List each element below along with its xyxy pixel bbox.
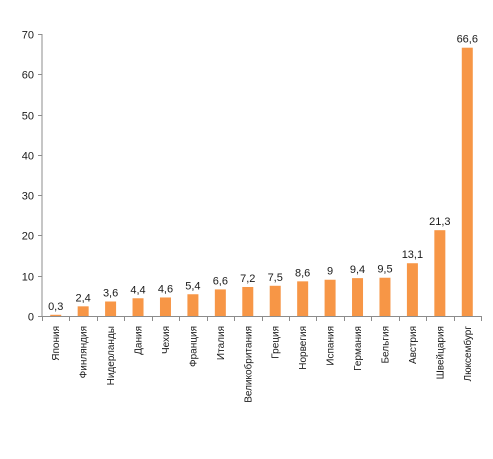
y-tick-label: 10 xyxy=(22,272,34,284)
category-label: Германия xyxy=(353,326,364,371)
bar xyxy=(159,297,171,316)
data-label: 2,4 xyxy=(76,292,91,304)
bar xyxy=(187,294,199,316)
bar xyxy=(77,306,89,316)
category-label: Нидерланды xyxy=(106,326,117,385)
bar xyxy=(379,277,391,316)
bar xyxy=(406,263,418,316)
bar xyxy=(214,289,226,316)
x-axis xyxy=(42,316,482,321)
y-tick-label: 60 xyxy=(22,70,34,82)
category-labels: Япония Финляндия Нидерланды Дания Чехия Франц… xyxy=(51,326,474,403)
bar xyxy=(105,301,117,316)
y-tick-label: 70 xyxy=(22,30,34,42)
bar xyxy=(352,278,364,316)
bar xyxy=(269,285,281,316)
data-label: 21,3 xyxy=(429,216,450,228)
y-tick-label: 20 xyxy=(22,231,34,243)
category-label: Люксембург xyxy=(462,326,474,382)
category-label: Испания xyxy=(326,326,337,366)
data-label: 4,6 xyxy=(158,283,173,295)
data-label: 8,6 xyxy=(295,267,310,279)
category-label: Бельгия xyxy=(380,326,391,364)
data-label: 66,6 xyxy=(457,34,478,46)
category-label: Чехия xyxy=(161,326,172,354)
data-label: 7,5 xyxy=(268,272,283,284)
bar xyxy=(132,298,144,316)
bars xyxy=(50,47,473,316)
bar xyxy=(324,279,336,316)
data-label: 0,3 xyxy=(48,301,63,313)
category-label: Франция xyxy=(188,326,199,367)
category-label: Австрия xyxy=(408,326,419,364)
data-label: 7,2 xyxy=(240,273,255,285)
category-label: Греция xyxy=(271,326,282,359)
bar xyxy=(242,286,254,316)
category-label: Великобритания xyxy=(242,326,254,403)
data-label: 9 xyxy=(327,266,333,278)
data-label: 6,6 xyxy=(213,275,228,287)
bar xyxy=(50,314,62,316)
data-label: 4,4 xyxy=(130,284,145,296)
y-axis: 0 10 20 30 40 50 60 70 xyxy=(22,30,43,324)
data-label: 3,6 xyxy=(103,288,118,300)
category-label: Швейцария xyxy=(435,326,446,379)
bar xyxy=(297,281,309,316)
y-tick-label: 0 xyxy=(28,312,34,324)
data-label: 9,4 xyxy=(350,264,365,276)
bar xyxy=(461,47,473,316)
category-label: Италия xyxy=(216,326,227,360)
y-tick-label: 50 xyxy=(22,111,34,123)
data-labels: 0,3 2,4 3,6 4,4 4,6 5,4 6,6 7,2 7,5 8,6 9 9,4 9,5 13,… xyxy=(48,34,478,313)
y-tick-label: 40 xyxy=(22,151,34,163)
category-label: Дания xyxy=(134,326,145,355)
category-label: Финляндия xyxy=(79,326,90,378)
data-label: 13,1 xyxy=(402,249,423,261)
category-label: Япония xyxy=(51,326,62,361)
bar xyxy=(434,230,446,316)
data-label: 9,5 xyxy=(377,264,392,276)
data-label: 5,4 xyxy=(185,280,200,292)
category-label: Норвегия xyxy=(298,326,309,370)
y-tick-label: 30 xyxy=(22,191,34,203)
